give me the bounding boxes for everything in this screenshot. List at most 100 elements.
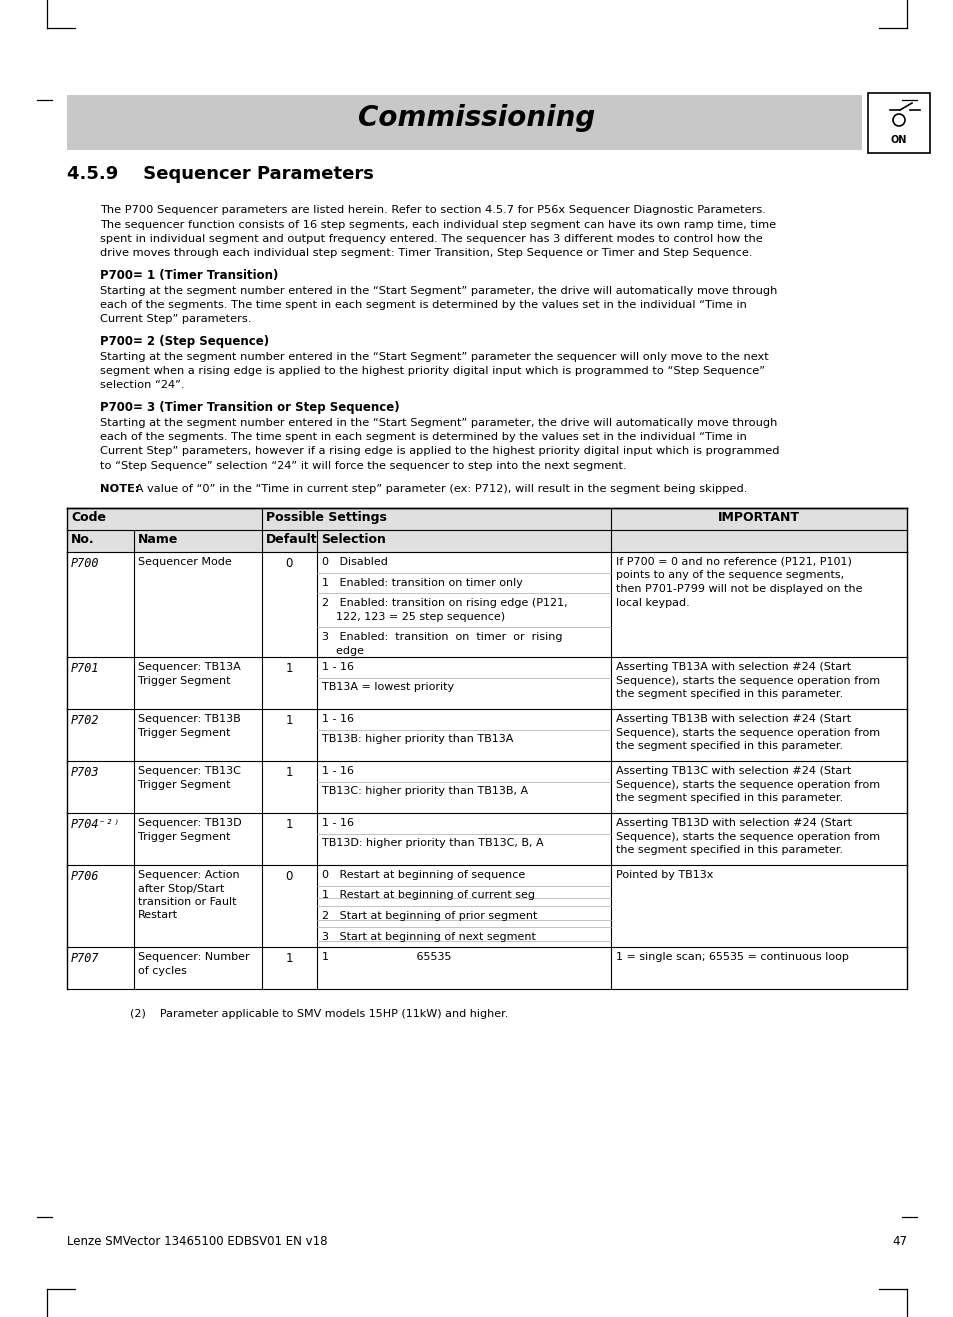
Text: 1 - 16: 1 - 16 [322, 662, 354, 672]
Text: 0   Disabled: 0 Disabled [322, 557, 388, 568]
Text: transition or Fault: transition or Fault [138, 897, 236, 907]
Text: then P701-P799 will not be displayed on the: then P701-P799 will not be displayed on … [616, 583, 862, 594]
Text: Starting at the segment number entered in the “Start Segment” parameter, the dri: Starting at the segment number entered i… [100, 417, 777, 428]
Text: 1: 1 [285, 766, 293, 778]
Bar [67, 709, 906, 761]
Text: 1: 1 [285, 952, 293, 965]
Text: after Stop/Start: after Stop/Start [138, 884, 224, 893]
Text: 0: 0 [285, 871, 293, 882]
Text: Starting at the segment number entered in the “Start Segment” parameter the sequ: Starting at the segment number entered i… [100, 352, 768, 361]
Text: TB13D: higher priority than TB13C, B, A: TB13D: higher priority than TB13C, B, A [322, 839, 543, 848]
Text: Trigger Segment: Trigger Segment [138, 676, 231, 686]
Text: Pointed by TB13x: Pointed by TB13x [616, 871, 713, 880]
Text: Sequence), starts the sequence operation from: Sequence), starts the sequence operation… [616, 780, 880, 789]
Text: Trigger Segment: Trigger Segment [138, 727, 231, 738]
Text: 1   Enabled: transition on timer only: 1 Enabled: transition on timer only [322, 577, 522, 587]
Text: 3   Enabled:  transition  on  timer  or  rising: 3 Enabled: transition on timer or rising [322, 632, 562, 641]
Text: Asserting TB13C with selection #24 (Start: Asserting TB13C with selection #24 (Star… [616, 766, 850, 776]
Text: P701: P701 [71, 662, 99, 676]
Text: edge: edge [322, 645, 364, 656]
Text: the segment specified in this parameter.: the segment specified in this parameter. [616, 846, 842, 855]
Text: P700= 1 (Timer Transition): P700= 1 (Timer Transition) [100, 269, 278, 282]
Text: 1 - 16: 1 - 16 [322, 766, 354, 776]
Bar [67, 657, 906, 709]
Text: the segment specified in this parameter.: the segment specified in this parameter. [616, 793, 842, 803]
Text: Trigger Segment: Trigger Segment [138, 780, 231, 789]
Text: the segment specified in this parameter.: the segment specified in this parameter. [616, 689, 842, 699]
Text: 3   Start at beginning of next segment: 3 Start at beginning of next segment [322, 931, 536, 942]
Text: Possible Settings: Possible Settings [266, 511, 387, 524]
Text: P700= 3 (Timer Transition or Step Sequence): P700= 3 (Timer Transition or Step Sequen… [100, 400, 399, 414]
Text: 2   Start at beginning of prior segment: 2 Start at beginning of prior segment [322, 911, 537, 921]
Text: NOTE:: NOTE: [100, 483, 139, 494]
Text: Trigger Segment: Trigger Segment [138, 831, 231, 842]
Text: 1: 1 [285, 662, 293, 676]
Text: the segment specified in this parameter.: the segment specified in this parameter. [616, 741, 842, 751]
Text: TB13A = lowest priority: TB13A = lowest priority [322, 682, 454, 693]
Text: ON: ON [890, 136, 906, 145]
Text: The sequencer function consists of 16 step segments, each individual step segmen: The sequencer function consists of 16 st… [100, 220, 776, 229]
Text: Name: Name [138, 533, 178, 547]
Text: local keypad.: local keypad. [616, 598, 689, 607]
Text: The P700 Sequencer parameters are listed herein. Refer to section 4.5.7 for P56x: The P700 Sequencer parameters are listed… [100, 205, 765, 215]
Text: Sequencer: TB13C: Sequencer: TB13C [138, 766, 240, 776]
Text: Starting at the segment number entered in the “Start Segment” parameter, the dri: Starting at the segment number entered i… [100, 286, 777, 295]
Text: Current Step” parameters.: Current Step” parameters. [100, 315, 251, 324]
Text: No.: No. [71, 533, 94, 547]
Text: Sequencer: TB13B: Sequencer: TB13B [138, 714, 240, 724]
Text: 1 - 16: 1 - 16 [322, 818, 354, 828]
Text: 1: 1 [285, 714, 293, 727]
Text: P706: P706 [71, 871, 99, 882]
Text: Sequence), starts the sequence operation from: Sequence), starts the sequence operation… [616, 727, 880, 738]
Text: P704⁻²⁾: P704⁻²⁾ [71, 818, 121, 831]
Bar [67, 761, 906, 813]
Text: 2   Enabled: transition on rising edge (P121,: 2 Enabled: transition on rising edge (P1… [322, 598, 567, 608]
Text: 47: 47 [891, 1235, 906, 1249]
Text: Sequence), starts the sequence operation from: Sequence), starts the sequence operation… [616, 676, 880, 686]
Text: Current Step” parameters, however if a rising edge is applied to the highest pri: Current Step” parameters, however if a r… [100, 446, 779, 457]
Text: selection “24”.: selection “24”. [100, 381, 184, 391]
Text: each of the segments. The time spent in each segment is determined by the values: each of the segments. The time spent in … [100, 432, 746, 443]
Text: spent in individual segment and output frequency entered. The sequencer has 3 di: spent in individual segment and output f… [100, 234, 762, 244]
Bar [67, 947, 906, 989]
Text: Selection: Selection [320, 533, 385, 547]
Text: Code: Code [71, 511, 106, 524]
Text: 4.5.9    Sequencer Parameters: 4.5.9 Sequencer Parameters [67, 165, 374, 183]
Text: Sequencer: TB13D: Sequencer: TB13D [138, 818, 241, 828]
Text: If P700 = 0 and no reference (P121, P101): If P700 = 0 and no reference (P121, P101… [616, 557, 851, 568]
Text: Restart: Restart [138, 910, 178, 921]
Text: Sequencer: Action: Sequencer: Action [138, 871, 239, 880]
Text: each of the segments. The time spent in each segment is determined by the values: each of the segments. The time spent in … [100, 300, 746, 309]
Text: TB13C: higher priority than TB13B, A: TB13C: higher priority than TB13B, A [322, 786, 528, 797]
Text: Sequencer: TB13A: Sequencer: TB13A [138, 662, 240, 672]
Text: Asserting TB13B with selection #24 (Start: Asserting TB13B with selection #24 (Star… [616, 714, 850, 724]
Text: P700: P700 [71, 557, 99, 570]
Text: Sequence), starts the sequence operation from: Sequence), starts the sequence operation… [616, 831, 880, 842]
Text: 1: 1 [285, 818, 293, 831]
Bar [67, 508, 906, 529]
Text: segment when a rising edge is applied to the highest priority digital input whic: segment when a rising edge is applied to… [100, 366, 764, 375]
Bar [67, 813, 906, 865]
Text: 1   Restart at beginning of current seg: 1 Restart at beginning of current seg [322, 890, 535, 901]
Text: 1                         65535: 1 65535 [322, 952, 451, 961]
Text: Asserting TB13A with selection #24 (Start: Asserting TB13A with selection #24 (Star… [616, 662, 850, 672]
Bar [67, 552, 906, 657]
Text: Commissioning: Commissioning [358, 104, 595, 132]
Text: points to any of the sequence segments,: points to any of the sequence segments, [616, 570, 843, 581]
Bar [67, 529, 906, 552]
Text: of cycles: of cycles [138, 965, 187, 976]
Text: IMPORTANT: IMPORTANT [718, 511, 800, 524]
Text: Default: Default [266, 533, 317, 547]
Text: 1 - 16: 1 - 16 [322, 714, 354, 724]
Text: Sequencer: Number: Sequencer: Number [138, 952, 250, 961]
Text: Asserting TB13D with selection #24 (Start: Asserting TB13D with selection #24 (Star… [616, 818, 851, 828]
Text: Sequencer Mode: Sequencer Mode [138, 557, 232, 568]
Bar [67, 865, 906, 947]
Text: 1 = single scan; 65535 = continuous loop: 1 = single scan; 65535 = continuous loop [616, 952, 848, 961]
Text: P707: P707 [71, 952, 99, 965]
Text: 122, 123 = 25 step sequence): 122, 123 = 25 step sequence) [322, 611, 504, 622]
Text: to “Step Sequence” selection “24” it will force the sequencer to step into the n: to “Step Sequence” selection “24” it wil… [100, 461, 626, 471]
Text: 0   Restart at beginning of sequence: 0 Restart at beginning of sequence [322, 871, 525, 880]
Text: (2)    Parameter applicable to SMV models 15HP (11kW) and higher.: (2) Parameter applicable to SMV models 1… [130, 1009, 508, 1019]
Text: P703: P703 [71, 766, 99, 778]
